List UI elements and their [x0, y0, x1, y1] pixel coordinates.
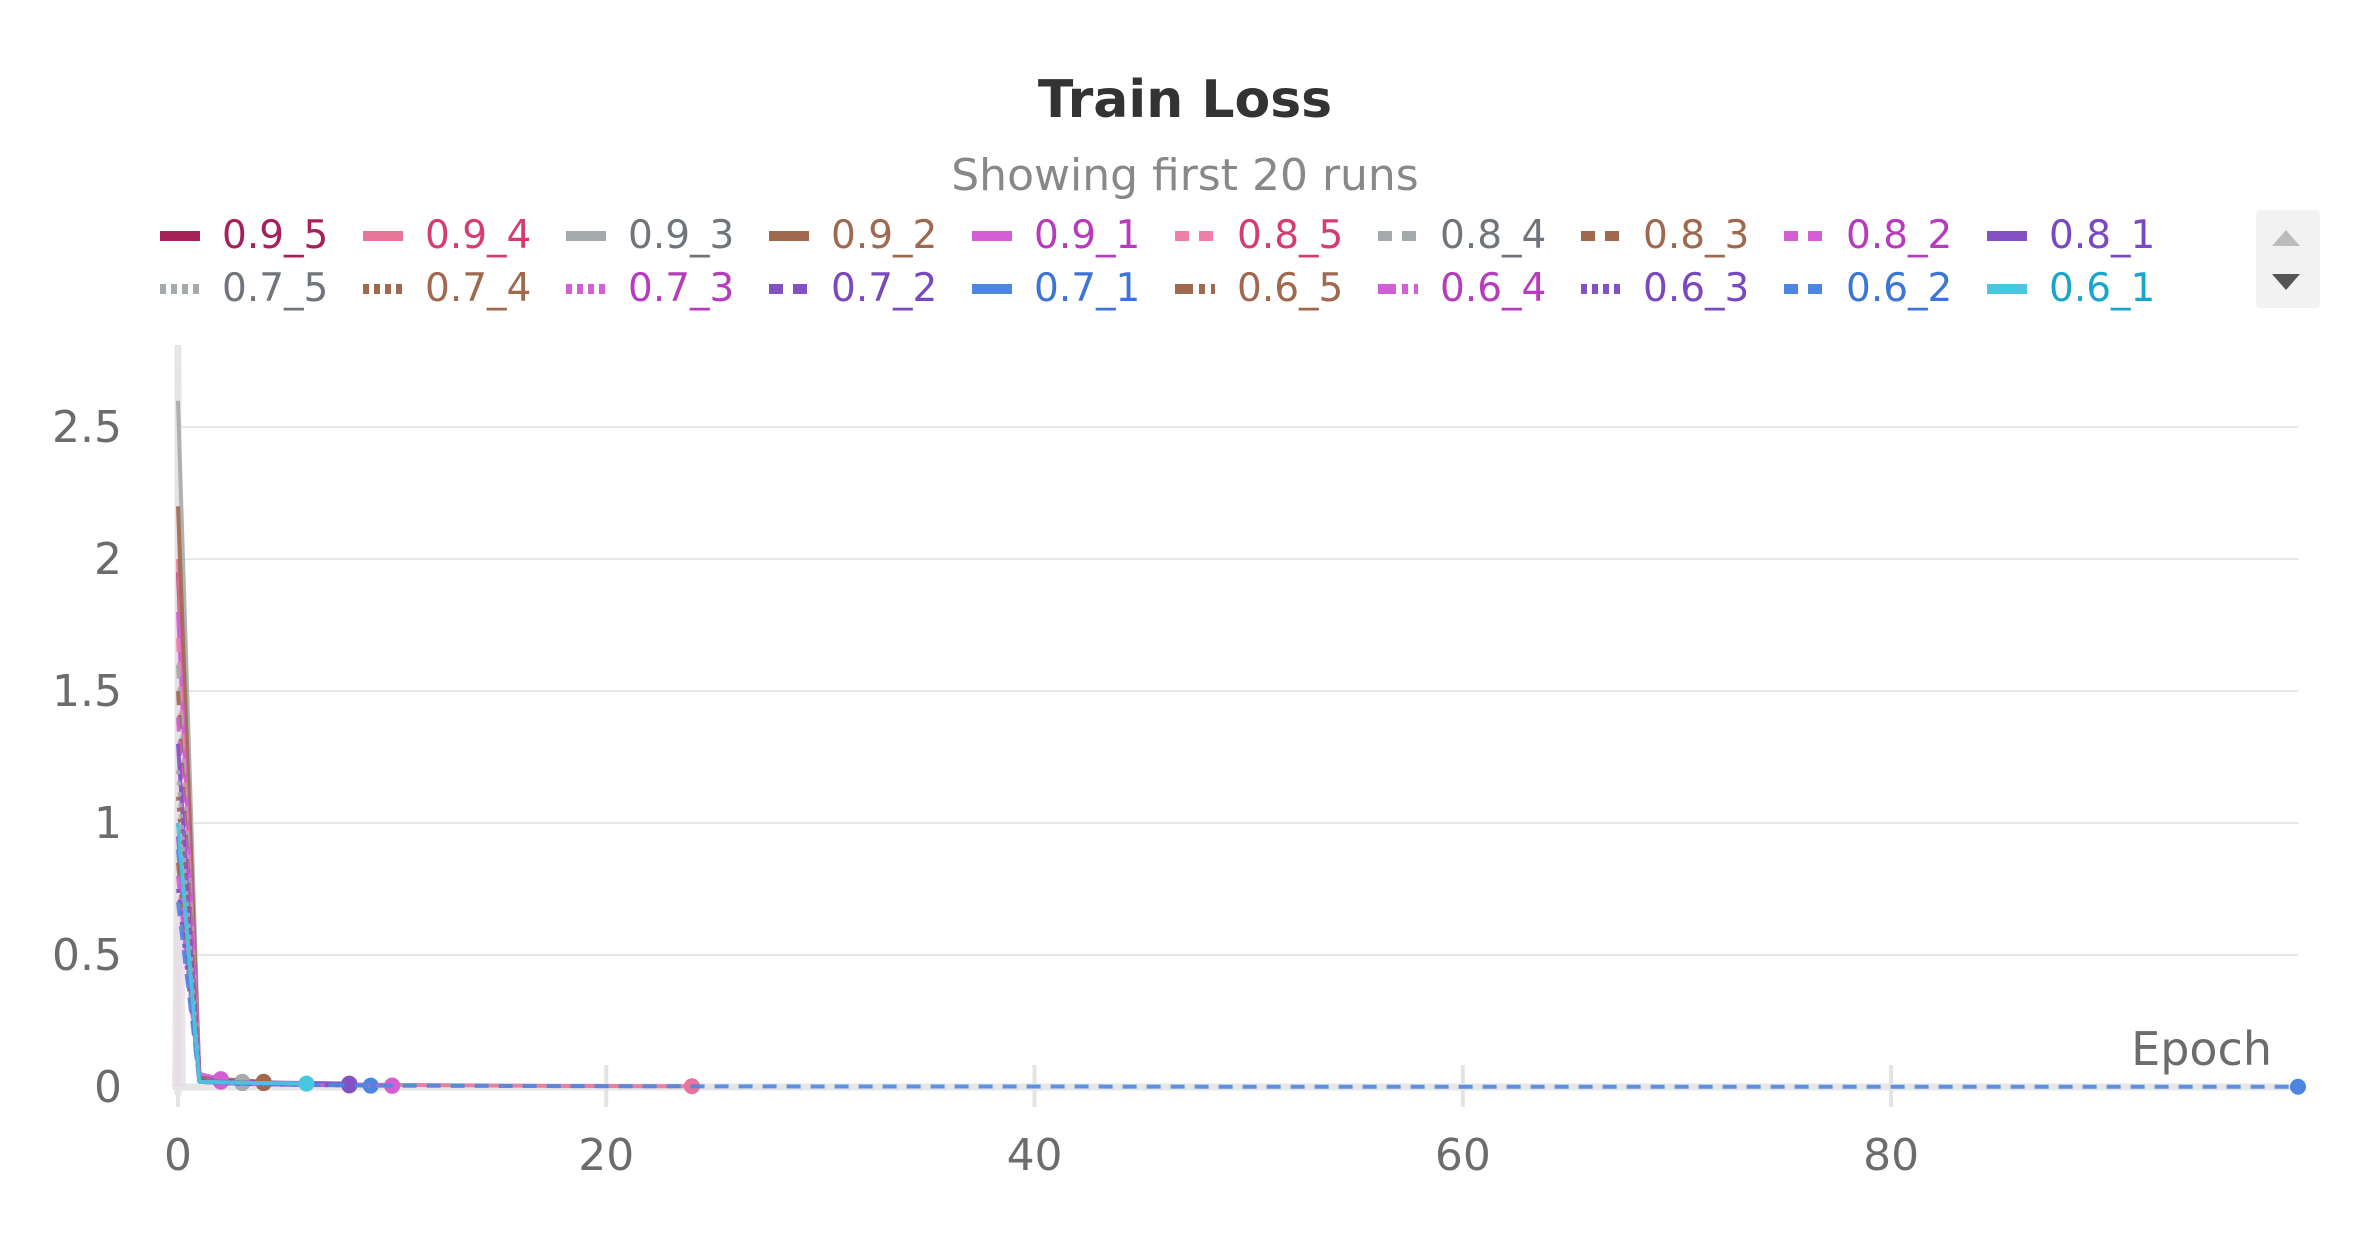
- legend-label: 0.8_1: [2049, 213, 2156, 258]
- legend-swatch: [1581, 231, 1621, 241]
- series-end-point: [2290, 1078, 2306, 1095]
- legend-label: 0.6_1: [2049, 266, 2156, 311]
- legend-swatch: [1987, 231, 2027, 241]
- legend-swatch: [1175, 231, 1215, 241]
- y-tick-label: 2.5: [52, 402, 122, 453]
- series-end-point: [298, 1075, 315, 1092]
- legend-item[interactable]: 0.6_1: [1987, 264, 2155, 314]
- legend-swatch: [1987, 284, 2027, 294]
- legend-swatch: [1784, 284, 1824, 294]
- legend-swatch: [972, 231, 1012, 241]
- scroll-down-icon[interactable]: [2272, 274, 2300, 290]
- legend-label: 0.8_2: [1846, 213, 1953, 258]
- scroll-up-icon[interactable]: [2272, 230, 2300, 246]
- series-line: [176, 875, 393, 1088]
- legend-swatch: [363, 284, 403, 294]
- legend-item[interactable]: 0.8_3: [1581, 211, 1749, 261]
- legend-label: 0.6_2: [1846, 266, 1953, 311]
- series-line: [176, 902, 2298, 1089]
- legend-label: 0.9_3: [628, 213, 735, 258]
- legend-item[interactable]: 0.9_1: [972, 211, 1140, 261]
- legend-label: 0.8_5: [1237, 213, 1344, 258]
- x-tick-label: 20: [578, 1130, 634, 1181]
- legend-swatch: [363, 231, 403, 241]
- legend-label: 0.9_1: [1034, 213, 1141, 258]
- legend-item[interactable]: 0.9_5: [160, 211, 328, 261]
- x-tick-label: 0: [164, 1130, 192, 1181]
- series-line: [176, 888, 350, 1088]
- chart-title: Train Loss: [1037, 70, 1333, 130]
- legend-swatch: [972, 284, 1012, 294]
- legend-label: 0.6_5: [1237, 266, 1344, 311]
- legend-label: 0.7_4: [425, 266, 532, 311]
- legend-label: 0.9_4: [425, 213, 532, 258]
- series-line: [176, 572, 393, 1088]
- legend-label: 0.8_3: [1643, 213, 1750, 258]
- y-tick-label: 1.5: [52, 666, 122, 717]
- series-line: [176, 717, 393, 1088]
- legend-item[interactable]: 0.8_1: [1987, 211, 2155, 261]
- legend-label: 0.7_5: [222, 266, 329, 311]
- series-end-point: [341, 1077, 358, 1094]
- x-axis-label: Epoch: [2131, 1022, 2272, 1076]
- legend-label: 0.9_5: [222, 213, 329, 258]
- legend-swatch: [1378, 231, 1418, 241]
- legend-swatch: [1378, 284, 1418, 294]
- legend-swatch: [566, 231, 606, 241]
- legend-item[interactable]: 0.6_2: [1784, 264, 1952, 314]
- y-tick-label: 2: [94, 534, 122, 585]
- y-tick-label: 1: [94, 798, 122, 849]
- x-tick-label: 60: [1435, 1130, 1491, 1181]
- legend-item[interactable]: 0.6_5: [1175, 264, 1343, 314]
- y-tick-label: 0.5: [52, 930, 122, 981]
- legend-swatch: [160, 231, 200, 241]
- series-end-point: [362, 1077, 379, 1094]
- legend-swatch: [1175, 284, 1215, 294]
- legend-item[interactable]: 0.9_4: [363, 211, 531, 261]
- legend-label: 0.7_3: [628, 266, 735, 311]
- chart-subtitle: Showing first 20 runs: [951, 150, 1419, 201]
- x-tick-label: 80: [1863, 1130, 1919, 1181]
- legend-item[interactable]: 0.8_4: [1378, 211, 1546, 261]
- legend-label: 0.8_4: [1440, 213, 1547, 258]
- legend-swatch: [566, 284, 606, 294]
- legend-item[interactable]: 0.7_3: [566, 264, 734, 314]
- legend-swatch: [769, 231, 809, 241]
- legend-item[interactable]: 0.6_4: [1378, 264, 1546, 314]
- x-tick-label: 40: [1007, 1130, 1063, 1181]
- series-line: [176, 743, 350, 1086]
- legend-item[interactable]: 0.9_2: [769, 211, 937, 261]
- legend-swatch: [160, 284, 200, 294]
- legend-item[interactable]: 0.6_3: [1581, 264, 1749, 314]
- legend-swatch: [1784, 231, 1824, 241]
- series-line: [176, 822, 307, 1086]
- legend-item[interactable]: 0.7_2: [769, 264, 937, 314]
- legend-item[interactable]: 0.8_2: [1784, 211, 1952, 261]
- legend-item[interactable]: 0.7_5: [160, 264, 328, 314]
- legend-swatch: [1581, 284, 1621, 294]
- legend-swatch: [769, 284, 809, 294]
- y-tick-label: 0: [94, 1062, 122, 1113]
- legend-label: 0.7_1: [1034, 266, 1141, 311]
- series-line: [176, 849, 371, 1088]
- legend-item[interactable]: 0.9_3: [566, 211, 734, 261]
- legend-label: 0.6_3: [1643, 266, 1750, 311]
- legend-item[interactable]: 0.7_1: [972, 264, 1140, 314]
- legend-item[interactable]: 0.8_5: [1175, 211, 1343, 261]
- legend-label: 0.9_2: [831, 213, 938, 258]
- legend-scroll-control: [2256, 210, 2320, 308]
- series-line: [176, 836, 350, 1087]
- legend-label: 0.6_4: [1440, 266, 1547, 311]
- legend-item[interactable]: 0.7_4: [363, 264, 531, 314]
- legend: 0.9_5 0.9_4 0.9_3 0.9_2 0.9_1 0.8_5 0.8_4 0.8_3…: [155, 205, 2185, 320]
- legend-label: 0.7_2: [831, 266, 938, 311]
